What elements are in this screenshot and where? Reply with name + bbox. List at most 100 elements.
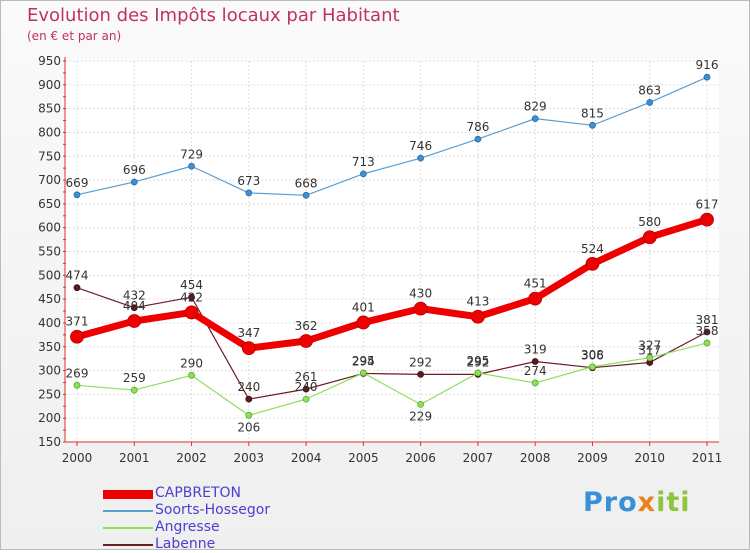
y-tick-label: 750 [38,149,61,163]
data-point-angresse [130,386,138,394]
data-point-angresse [589,363,596,371]
data-label-soorts-hossegor: 916 [696,58,719,72]
y-tick-label: 350 [38,340,61,354]
data-point-capbreton [70,329,84,344]
y-tick-label: 200 [38,411,61,425]
logo-part-3: iti [656,487,691,518]
x-tick-label: 2003 [234,451,265,465]
data-label-soorts-hossegor: 786 [466,120,489,134]
y-tick-label: 450 [38,292,61,306]
x-tick-label: 2010 [634,451,665,465]
x-tick-label: 2011 [692,451,723,465]
x-tick-label: 2005 [348,451,379,465]
data-point-capbreton [356,315,371,330]
data-label-angresse: 358 [696,324,719,338]
data-label-soorts-hossegor: 673 [237,174,260,188]
legend-swatch [103,489,153,499]
data-label-labenne: 292 [466,355,489,369]
y-tick-label: 850 [38,102,61,116]
data-label-labenne: 317 [638,343,661,357]
data-label-labenne: 292 [409,355,432,369]
x-tick-label: 2000 [62,451,93,465]
legend-swatch [103,527,153,529]
y-tick-label: 700 [38,173,61,187]
series-line-capbreton [76,216,709,352]
data-label-capbreton: 404 [123,299,146,313]
data-label-capbreton: 524 [581,242,604,256]
data-label-capbreton: 347 [237,326,260,340]
proxiti-logo: Proxiti [583,487,691,518]
data-point-soorts-hossegor [531,115,539,123]
data-label-capbreton: 422 [180,290,203,304]
series-line-labenne [76,287,708,400]
data-label-soorts-hossegor: 668 [295,176,318,190]
data-label-angresse: 308 [581,348,604,362]
data-point-labenne [703,328,711,336]
data-label-angresse: 295 [466,354,489,368]
data-label-labenne: 294 [352,354,375,368]
data-label-labenne: 240 [237,380,260,394]
data-point-capbreton [642,230,657,245]
data-label-capbreton: 371 [66,315,89,329]
data-point-soorts-hossegor [474,135,482,143]
logo-part-1: Pro [583,487,638,518]
x-tick-label: 2008 [520,451,551,465]
x-tick-label: 2004 [291,451,322,465]
data-point-capbreton [127,314,142,328]
data-label-capbreton: 430 [409,287,432,301]
data-point-soorts-hossegor [245,189,253,197]
data-label-labenne: 306 [581,349,604,363]
y-tick-label: 150 [38,435,61,449]
data-label-soorts-hossegor: 696 [123,163,146,177]
data-label-labenne: 261 [295,370,318,384]
x-tick-label: 2001 [119,451,150,465]
data-label-labenne: 319 [524,343,547,357]
data-label-labenne: 454 [180,278,203,292]
x-tick-label: 2007 [463,451,494,465]
data-point-soorts-hossegor [417,154,425,162]
y-tick-label: 600 [38,221,61,235]
data-label-capbreton: 617 [696,198,719,212]
data-point-capbreton [528,291,543,306]
data-label-angresse: 229 [409,409,432,423]
y-tick-label: 400 [38,316,61,330]
y-tick-label: 300 [38,364,61,378]
chart-subtitle: (en € et par an) [27,29,122,43]
data-point-angresse [359,369,367,377]
y-tick-label: 800 [38,125,61,139]
data-label-labenne: 381 [696,313,719,327]
data-point-soorts-hossegor [188,162,195,170]
data-point-angresse [417,400,425,408]
data-label-soorts-hossegor: 669 [66,176,89,190]
data-point-labenne [302,385,310,393]
data-label-capbreton: 401 [352,300,375,314]
data-point-capbreton [241,341,256,356]
data-point-angresse [73,381,81,389]
x-tick-label: 2009 [577,451,608,465]
chart-title: Evolution des Impôts locaux par Habitant [27,5,400,26]
data-point-capbreton [413,301,428,316]
legend-label: CAPBRETON [155,485,242,501]
y-tick-label: 950 [38,54,61,68]
data-point-angresse [474,369,482,377]
data-point-capbreton [585,256,600,271]
data-label-angresse: 327 [638,339,661,353]
x-tick-label: 2002 [176,451,207,465]
data-point-soorts-hossegor [302,191,310,199]
data-label-angresse: 274 [524,364,547,378]
data-point-soorts-hossegor [646,99,654,106]
data-point-labenne [188,293,195,301]
legend-label: Angresse [155,519,220,535]
y-tick-label: 250 [38,387,61,401]
data-label-capbreton: 413 [466,295,489,309]
data-point-soorts-hossegor [589,121,596,129]
series-line-soorts-hossegor [76,76,708,196]
y-tick-label: 900 [38,78,61,92]
data-point-angresse [646,354,654,362]
data-point-angresse [188,371,195,379]
data-point-soorts-hossegor [130,178,138,186]
data-label-angresse: 290 [180,356,203,370]
data-label-capbreton: 362 [295,319,318,333]
